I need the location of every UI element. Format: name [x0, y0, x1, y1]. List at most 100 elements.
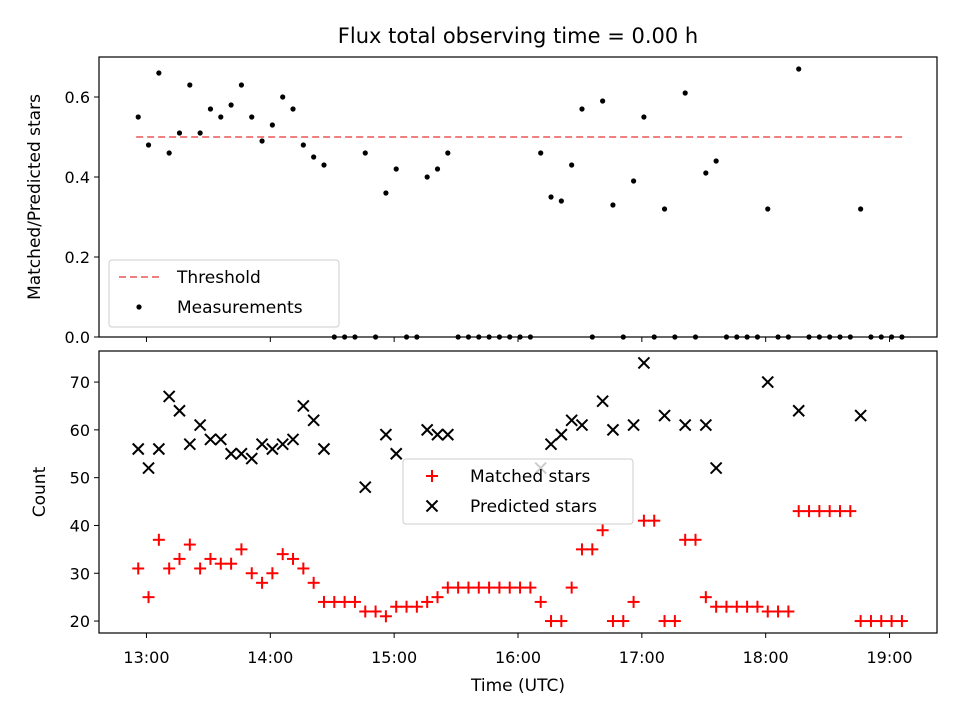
- predicted-marker-stroke: [214, 433, 227, 446]
- measurement-point: [558, 198, 564, 204]
- measurement-point: [713, 158, 719, 164]
- matched-star-marker: [782, 605, 795, 618]
- matched-star-marker: [369, 605, 382, 618]
- predicted-star-marker: [255, 437, 269, 451]
- matched-star-marker: [163, 562, 176, 575]
- predicted-star-marker: [761, 375, 774, 389]
- measurement-point: [145, 142, 152, 148]
- count-plot-area: [132, 356, 908, 628]
- matched-star-marker: [194, 562, 207, 575]
- measurement-point: [249, 114, 255, 120]
- predicted-star-marker: [565, 414, 578, 427]
- measurement-point: [796, 66, 802, 72]
- predicted-marker-stroke: [173, 404, 186, 417]
- matched-star-marker: [287, 552, 300, 565]
- measurement-point: [300, 142, 306, 148]
- matched-star-marker: [741, 600, 754, 613]
- predicted-star-marker: [142, 461, 155, 475]
- predicted-star-marker: [132, 442, 145, 456]
- matched-star-marker: [637, 514, 650, 527]
- predicted-star-marker: [297, 399, 310, 413]
- predicted-marker-stroke: [317, 442, 331, 456]
- predicted-star-marker: [390, 447, 403, 460]
- count-y-tick-label: 40: [70, 516, 90, 535]
- matched-star-marker: [792, 505, 805, 518]
- predicted-star-marker: [431, 428, 444, 441]
- x-tick-label: 13:00: [123, 648, 169, 667]
- legend-measurements-swatch: [136, 304, 142, 310]
- measurement-point: [176, 130, 183, 136]
- matched-star-marker: [183, 538, 196, 551]
- predicted-marker-stroke: [224, 447, 238, 460]
- matched-star-marker: [761, 605, 774, 618]
- matched-star-marker: [493, 581, 506, 594]
- predicted-marker-stroke: [266, 442, 279, 456]
- matched-star-marker: [132, 562, 145, 575]
- measurement-point: [280, 94, 286, 100]
- measurement-point: [434, 166, 441, 172]
- predicted-star-marker: [544, 437, 558, 451]
- count-y-axis: 20 30 40 50 60 70: [70, 373, 99, 631]
- x-axis-label: Time (UTC): [470, 676, 565, 696]
- measurement-point: [610, 202, 616, 208]
- ratio-y-tick-label: 0.4: [65, 168, 90, 187]
- measurement-point: [703, 170, 709, 176]
- matched-star-marker: [772, 605, 785, 618]
- measurement-point: [569, 162, 575, 168]
- matched-star-marker: [441, 581, 454, 594]
- predicted-star-marker: [162, 390, 176, 403]
- count-y-tick-label: 30: [70, 564, 90, 583]
- predicted-star-marker: [555, 428, 568, 441]
- matched-star-marker: [565, 581, 578, 594]
- predicted-marker-stroke: [390, 447, 403, 460]
- predicted-star-marker: [678, 418, 692, 432]
- matched-star-marker: [833, 505, 846, 518]
- predicted-star-marker: [317, 442, 331, 456]
- legend-predicted-swatch: [425, 499, 439, 513]
- predicted-star-marker: [658, 409, 671, 422]
- matched-star-marker: [813, 505, 826, 518]
- predicted-marker-stroke: [699, 418, 713, 432]
- measurement-point: [765, 206, 771, 212]
- predicted-star-marker: [379, 428, 393, 441]
- matched-star-marker: [483, 581, 496, 594]
- measurement-point: [228, 102, 234, 108]
- measurement-point: [259, 138, 265, 144]
- matched-star-marker: [359, 605, 372, 618]
- predicted-marker-stroke: [286, 433, 300, 446]
- predicted-star-marker: [441, 428, 455, 441]
- matched-star-marker: [462, 581, 475, 594]
- measurement-point: [207, 106, 214, 112]
- matched-star-marker: [730, 600, 743, 613]
- predicted-marker-stroke: [162, 390, 176, 403]
- predicted-star-marker: [637, 356, 651, 370]
- predicted-marker-stroke: [307, 414, 320, 427]
- matched-star-marker: [648, 514, 661, 527]
- predicted-star-marker: [266, 442, 279, 456]
- matched-star-marker: [173, 552, 186, 565]
- legend-matched-label: Matched stars: [470, 467, 590, 487]
- predicted-marker-stroke: [142, 461, 155, 475]
- measurement-point: [187, 82, 193, 88]
- matched-star-marker: [338, 595, 351, 608]
- count-x-axis: 13:00 14:00 15:00 16:00 17:00 18:00 19:00: [123, 633, 913, 667]
- matched-star-marker: [823, 505, 836, 518]
- matched-star-marker: [204, 552, 217, 565]
- matched-star-marker: [658, 615, 671, 628]
- matched-star-marker: [524, 581, 537, 594]
- ratio-legend: Threshold Measurements: [108, 259, 340, 328]
- predicted-marker-stroke: [854, 409, 867, 422]
- matched-star-marker: [534, 595, 547, 608]
- measurement-point: [218, 114, 224, 120]
- matched-star-marker: [555, 615, 568, 628]
- measurement-point: [538, 150, 544, 156]
- predicted-marker-stroke: [235, 447, 248, 460]
- predicted-star-marker: [596, 394, 609, 408]
- x-tick-label: 16:00: [495, 648, 541, 667]
- predicted-star-marker: [606, 423, 620, 437]
- matched-star-marker: [472, 581, 485, 594]
- matched-star-marker: [235, 543, 248, 556]
- matched-star-marker: [152, 533, 165, 546]
- measurement-point: [311, 154, 317, 160]
- measurement-point: [548, 194, 554, 200]
